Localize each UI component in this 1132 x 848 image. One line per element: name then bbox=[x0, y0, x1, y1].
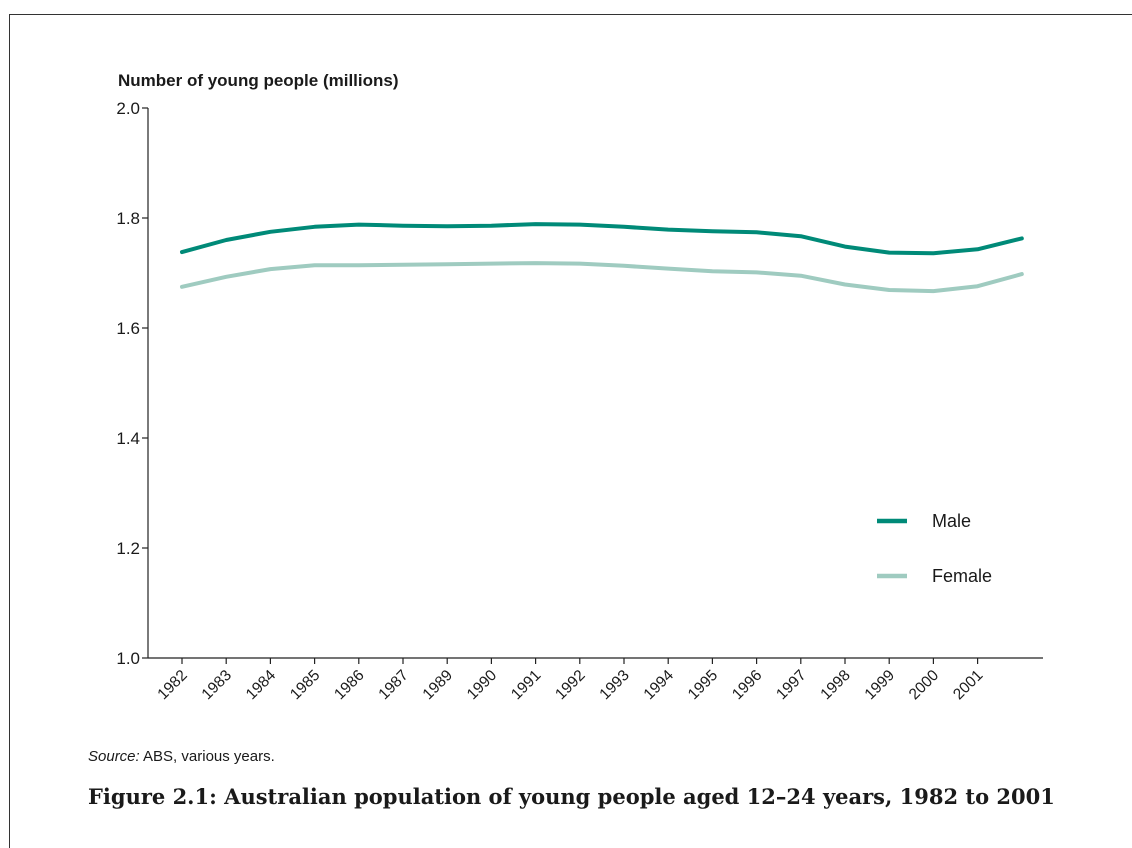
x-tick-label: 1991 bbox=[508, 667, 544, 703]
x-tick-label: 1993 bbox=[596, 667, 632, 703]
figure-frame bbox=[9, 14, 1132, 848]
axes bbox=[142, 107, 1043, 664]
y-tick-label: 1.8 bbox=[116, 209, 140, 228]
x-tick-label: 1984 bbox=[243, 667, 280, 704]
x-tick-label: 2000 bbox=[906, 667, 943, 704]
x-tick-label: 1989 bbox=[420, 667, 456, 703]
x-tick-label: 1999 bbox=[862, 667, 898, 703]
x-tick-label: 1983 bbox=[199, 667, 235, 703]
x-tick-label: 1992 bbox=[552, 667, 588, 703]
source-text: ABS, various years. bbox=[139, 748, 275, 765]
line-chart: Number of young people (millions) 2.0 1.8… bbox=[116, 71, 1043, 704]
x-tick-label: 1995 bbox=[685, 667, 721, 703]
y-tick-label: 1.6 bbox=[116, 319, 140, 338]
x-tick-label: 1998 bbox=[817, 667, 853, 703]
y-tick-label: 1.0 bbox=[116, 649, 140, 668]
legend-label-male: Male bbox=[932, 511, 971, 531]
y-tick-label: 1.2 bbox=[116, 539, 140, 558]
x-tick-label: 1987 bbox=[375, 667, 411, 703]
y-axis-title: Number of young people (millions) bbox=[118, 71, 399, 90]
y-tick-label: 1.4 bbox=[116, 429, 140, 448]
x-tick-label: 1990 bbox=[464, 667, 501, 704]
series-line-male bbox=[180, 222, 1024, 256]
figure-caption: Figure 2.1: Australian population of you… bbox=[88, 784, 1055, 809]
source-label: Source: bbox=[88, 748, 140, 765]
x-tick-labels: 1982 1983 1984 1985 1986 1987 1989 1990 1991 1992… bbox=[154, 667, 986, 704]
x-tick-label: 1994 bbox=[641, 667, 678, 704]
series-lines bbox=[180, 222, 1024, 294]
legend: Male Female bbox=[877, 511, 992, 586]
x-tick-label: 1986 bbox=[331, 667, 367, 703]
source-note: Source: ABS, various years. bbox=[88, 748, 275, 765]
x-tick-label: 2001 bbox=[950, 667, 986, 703]
x-tick-label: 1996 bbox=[729, 667, 765, 703]
y-tick-label: 2.0 bbox=[116, 99, 140, 118]
y-tick-labels: 2.0 1.8 1.6 1.4 1.2 1.0 bbox=[116, 99, 140, 668]
x-tick-label: 1997 bbox=[773, 667, 809, 703]
x-tick-label: 1982 bbox=[154, 667, 190, 703]
series-line-female bbox=[180, 261, 1024, 294]
legend-label-female: Female bbox=[932, 566, 992, 586]
x-tick-label: 1985 bbox=[287, 667, 323, 703]
